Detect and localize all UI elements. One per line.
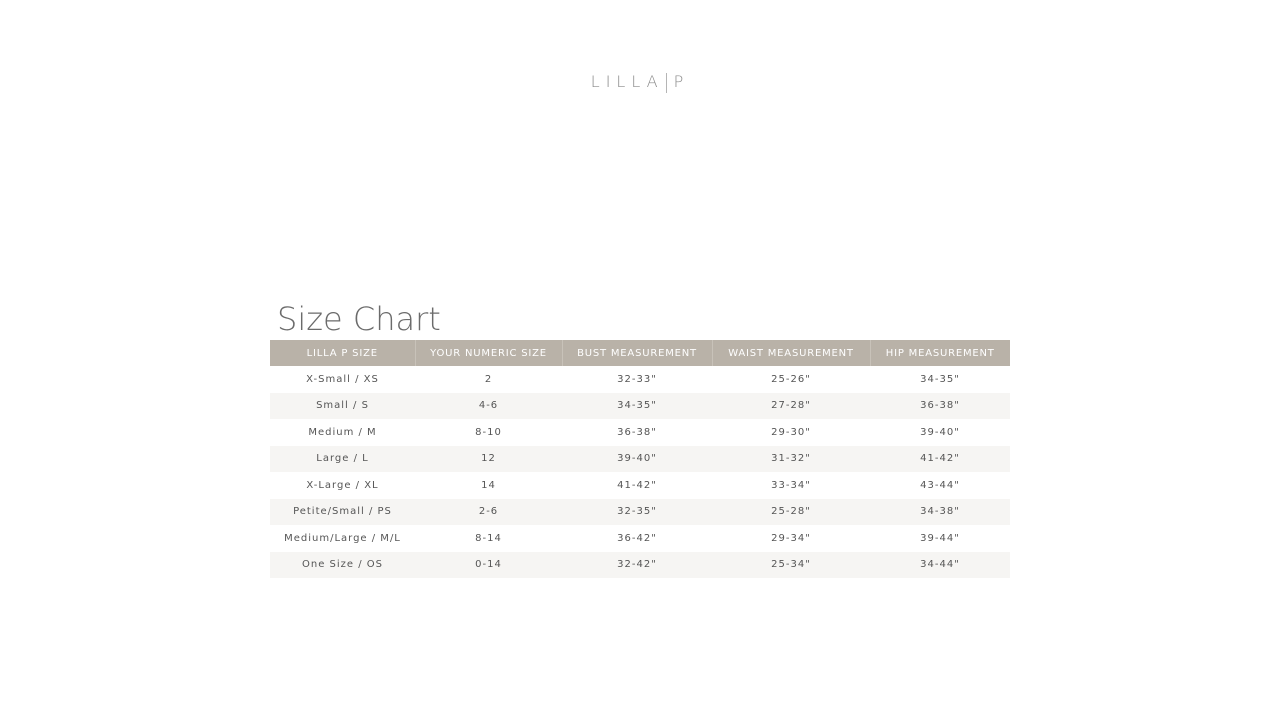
cell-size: X-Small / XS [306, 373, 379, 385]
cell-bust: 32-42" [562, 551, 712, 578]
cell-size: Small / S [270, 392, 415, 419]
cell-hip: 34-44" [870, 551, 1010, 578]
cell-bust: 34-35" [562, 392, 712, 419]
page-title: Size Chart [277, 300, 441, 338]
cell-hip: 43-44" [920, 479, 960, 491]
cell-bust: 32-33" [617, 373, 657, 385]
cell-numeric-size: 14 [481, 479, 496, 491]
cell-bust: 32-35" [562, 498, 712, 525]
logo-text-right: P [673, 72, 690, 91]
cell-waist: 25-28" [712, 498, 870, 525]
cell-waist: 31-32" [712, 445, 870, 472]
cell-numeric-size: 4-6 [415, 392, 562, 419]
table-row: Petite/Small / PS 2-6 32-35" 25-28" 34-38" [270, 498, 1010, 525]
cell-bust: 41-42" [617, 479, 657, 491]
cell-hip: 34-38" [870, 498, 1010, 525]
cell-waist: 25-26" [771, 373, 811, 385]
cell-waist: 29-30" [771, 426, 811, 438]
table-row: Medium / M 8-10 36-38" 29-30" 39-40" [270, 419, 1010, 446]
cell-size: Petite/Small / PS [270, 498, 415, 525]
cell-numeric-size: 8-10 [475, 426, 502, 438]
logo-text-left: LILLA [590, 72, 664, 91]
header-waist: WAIST MEASUREMENT [712, 340, 871, 366]
table-row: Large / L 12 39-40" 31-32" 41-42" [270, 445, 1010, 472]
cell-size: Medium / M [308, 426, 377, 438]
table-header-row: LILLA P SIZE YOUR NUMERIC SIZE BUST MEAS… [270, 340, 1010, 366]
size-chart-table: LILLA P SIZE YOUR NUMERIC SIZE BUST MEAS… [270, 340, 1010, 578]
table-row: Medium/Large / M/L 8-14 36-42" 29-34" 39-44" [270, 525, 1010, 552]
brand-logo: LILLA P [0, 72, 1280, 93]
cell-numeric-size: 12 [415, 445, 562, 472]
header-lilla-p-size: LILLA P SIZE [270, 340, 416, 366]
cell-numeric-size: 2-6 [415, 498, 562, 525]
cell-waist: 25-34" [712, 551, 870, 578]
table-row: One Size / OS 0-14 32-42" 25-34" 34-44" [270, 551, 1010, 578]
header-numeric-size: YOUR NUMERIC SIZE [415, 340, 563, 366]
cell-numeric-size: 2 [484, 373, 493, 385]
cell-hip: 39-40" [920, 426, 960, 438]
cell-hip: 39-44" [920, 532, 960, 544]
cell-bust: 36-42" [617, 532, 657, 544]
cell-size: X-Large / XL [306, 479, 379, 491]
table-row: Small / S 4-6 34-35" 27-28" 36-38" [270, 392, 1010, 419]
cell-size: Medium/Large / M/L [284, 532, 401, 544]
table-row: X-Small / XS 2 32-33" 25-26" 34-35" [270, 366, 1010, 393]
cell-waist: 29-34" [771, 532, 811, 544]
cell-waist: 27-28" [712, 392, 870, 419]
cell-bust: 39-40" [562, 445, 712, 472]
cell-hip: 36-38" [870, 392, 1010, 419]
cell-waist: 33-34" [771, 479, 811, 491]
table-row: X-Large / XL 14 41-42" 33-34" 43-44" [270, 472, 1010, 499]
cell-hip: 34-35" [920, 373, 960, 385]
cell-bust: 36-38" [617, 426, 657, 438]
logo-divider [665, 72, 667, 93]
header-bust: BUST MEASUREMENT [562, 340, 713, 366]
header-hip: HIP MEASUREMENT [870, 340, 1010, 366]
cell-size: One Size / OS [270, 551, 415, 578]
cell-size: Large / L [270, 445, 415, 472]
cell-numeric-size: 8-14 [475, 532, 502, 544]
cell-hip: 41-42" [870, 445, 1010, 472]
cell-numeric-size: 0-14 [415, 551, 562, 578]
